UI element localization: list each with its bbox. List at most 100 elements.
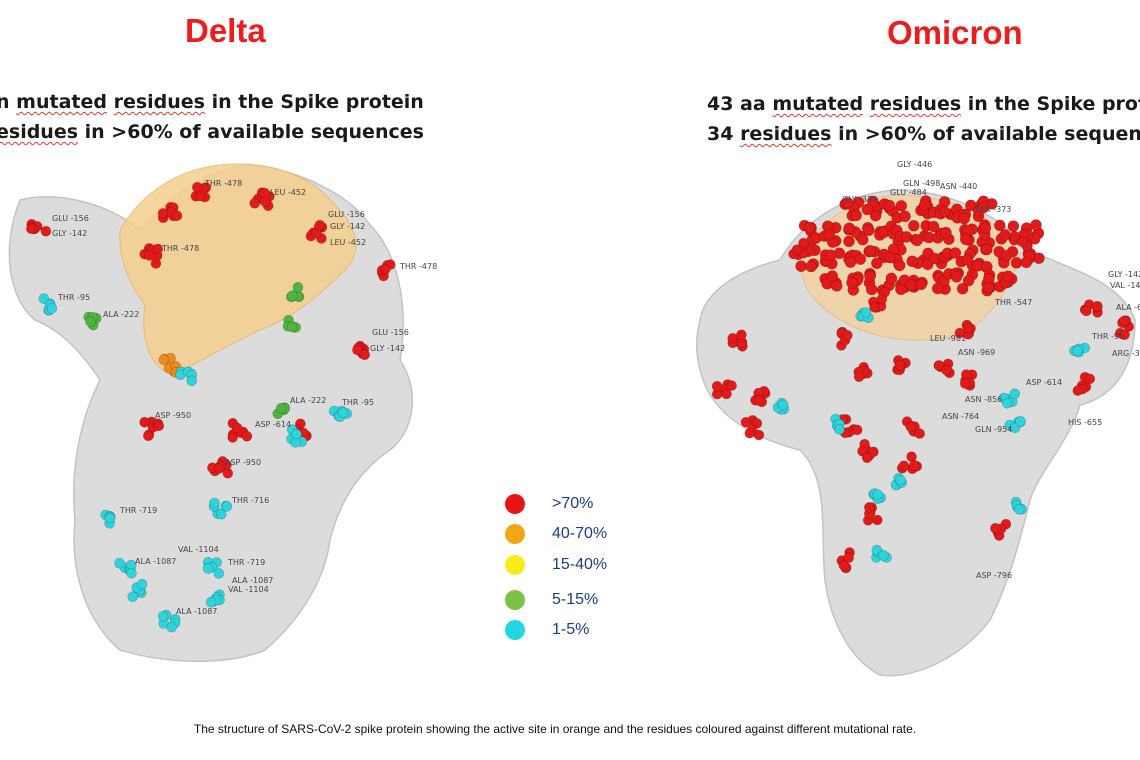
residue-sphere — [202, 563, 214, 574]
residue-sphere — [869, 302, 880, 313]
delta-line2-post: in >60% of available sequences — [78, 121, 424, 143]
residue-label: ALA -67 — [1116, 303, 1140, 312]
residue-sphere — [221, 501, 233, 512]
residue-sphere — [1010, 256, 1023, 269]
residue-sphere — [166, 621, 177, 633]
residue-sphere — [153, 420, 165, 432]
omicron-line1-pre: 43 aa — [707, 93, 773, 115]
residue-sphere — [727, 332, 739, 344]
residue-sphere — [824, 249, 837, 262]
residue-label: ALA -1087 — [135, 557, 177, 566]
residue-sphere — [1081, 305, 1092, 317]
residue-label: GLN -498 — [903, 179, 941, 188]
residue-sphere — [379, 263, 391, 275]
residue-sphere — [865, 283, 878, 296]
residue-sphere — [227, 432, 238, 443]
residue-sphere — [894, 359, 906, 371]
residue-sphere — [938, 206, 951, 218]
residue-sphere — [864, 245, 877, 257]
delta-line1-post: in the Spike protein — [205, 91, 424, 113]
residue-sphere — [843, 552, 855, 564]
omicron-residue-clusters — [711, 195, 1134, 574]
residue-sphere — [1009, 388, 1021, 400]
residue-sphere — [990, 522, 1001, 534]
residue-label: ARG -346 — [1112, 349, 1140, 358]
residue-sphere — [144, 250, 155, 261]
residue-label: GLY -142 — [370, 344, 406, 353]
residue-sphere — [844, 256, 857, 268]
residue-sphere — [885, 272, 898, 285]
residue-sphere — [956, 282, 969, 295]
residue-sphere — [878, 550, 889, 561]
legend-swatch — [505, 620, 525, 640]
residue-sphere — [241, 430, 253, 442]
residue-label: GLY -339 — [842, 195, 878, 204]
residue-sphere — [861, 203, 874, 216]
residue-label: ASN -440 — [940, 182, 978, 191]
residue-sphere — [114, 557, 125, 569]
residue-sphere — [863, 502, 875, 513]
residue-sphere — [899, 210, 911, 223]
residue-sphere — [216, 508, 227, 520]
residue-label: ASN -856 — [965, 395, 1003, 404]
residue-sphere — [85, 316, 96, 328]
residue-label: THR -478 — [162, 244, 200, 253]
residue-sphere — [158, 354, 170, 366]
residue-sphere — [38, 293, 50, 304]
legend-item: >70% — [505, 494, 593, 514]
legend-swatch — [505, 590, 525, 610]
residue-label: LEU -452 — [330, 238, 367, 247]
residue-sphere — [1092, 300, 1103, 312]
residue-sphere — [1009, 231, 1021, 242]
residue-sphere — [979, 222, 992, 234]
legend-label: 40-70% — [552, 525, 608, 542]
residue-sphere — [993, 219, 1006, 232]
residue-sphere — [46, 303, 58, 314]
residue-sphere — [861, 452, 873, 464]
residue-sphere — [834, 424, 845, 435]
residue-sphere — [259, 196, 271, 207]
residue-label: ASP -614 — [255, 420, 292, 429]
residue-label: ASN -969 — [958, 348, 996, 357]
residue-sphere — [359, 349, 371, 361]
residue-sphere — [736, 329, 747, 341]
residue-sphere — [962, 274, 975, 287]
residue-sphere — [842, 329, 853, 341]
residue-sphere — [905, 279, 918, 291]
residue-sphere — [314, 219, 326, 231]
omicron-line2-post: in >60% of available sequenc — [831, 123, 1140, 145]
residue-sphere — [856, 233, 869, 246]
residue-sphere — [851, 424, 863, 436]
residue-sphere — [830, 280, 843, 292]
delta-title: Delta — [185, 12, 266, 49]
delta-line1-word1: mutated — [16, 91, 107, 113]
residue-label: SER -373 — [975, 205, 1012, 214]
residue-sphere — [1002, 397, 1013, 409]
residue-sphere — [850, 209, 863, 222]
residue-label: GLU -156 — [52, 214, 89, 223]
residue-label: GLU -156 — [372, 328, 409, 337]
residue-sphere — [143, 430, 154, 442]
residue-sphere — [1002, 270, 1014, 283]
omicron-line2-pre: 34 — [707, 123, 741, 145]
residue-sphere — [982, 281, 995, 294]
residue-sphere — [721, 388, 732, 400]
residue-sphere — [1084, 373, 1096, 385]
residue-label: GLY -142 — [52, 229, 88, 238]
residue-sphere — [337, 407, 349, 418]
residue-sphere — [1033, 252, 1045, 265]
legend-label: >70% — [552, 495, 594, 512]
residue-sphere — [843, 222, 856, 234]
residue-sphere — [205, 596, 217, 608]
residue-sphere — [805, 260, 817, 273]
residue-sphere — [798, 237, 809, 249]
omicron-title: Omicron — [887, 14, 1023, 51]
residue-sphere — [864, 270, 876, 282]
residue-sphere — [192, 182, 203, 193]
residue-sphere — [186, 375, 197, 387]
residue-sphere — [854, 253, 867, 265]
residue-sphere — [249, 198, 260, 209]
residue-sphere — [1119, 329, 1130, 341]
omicron-subtitle-line2: 34 residues in >60% of available sequenc — [707, 119, 1140, 149]
